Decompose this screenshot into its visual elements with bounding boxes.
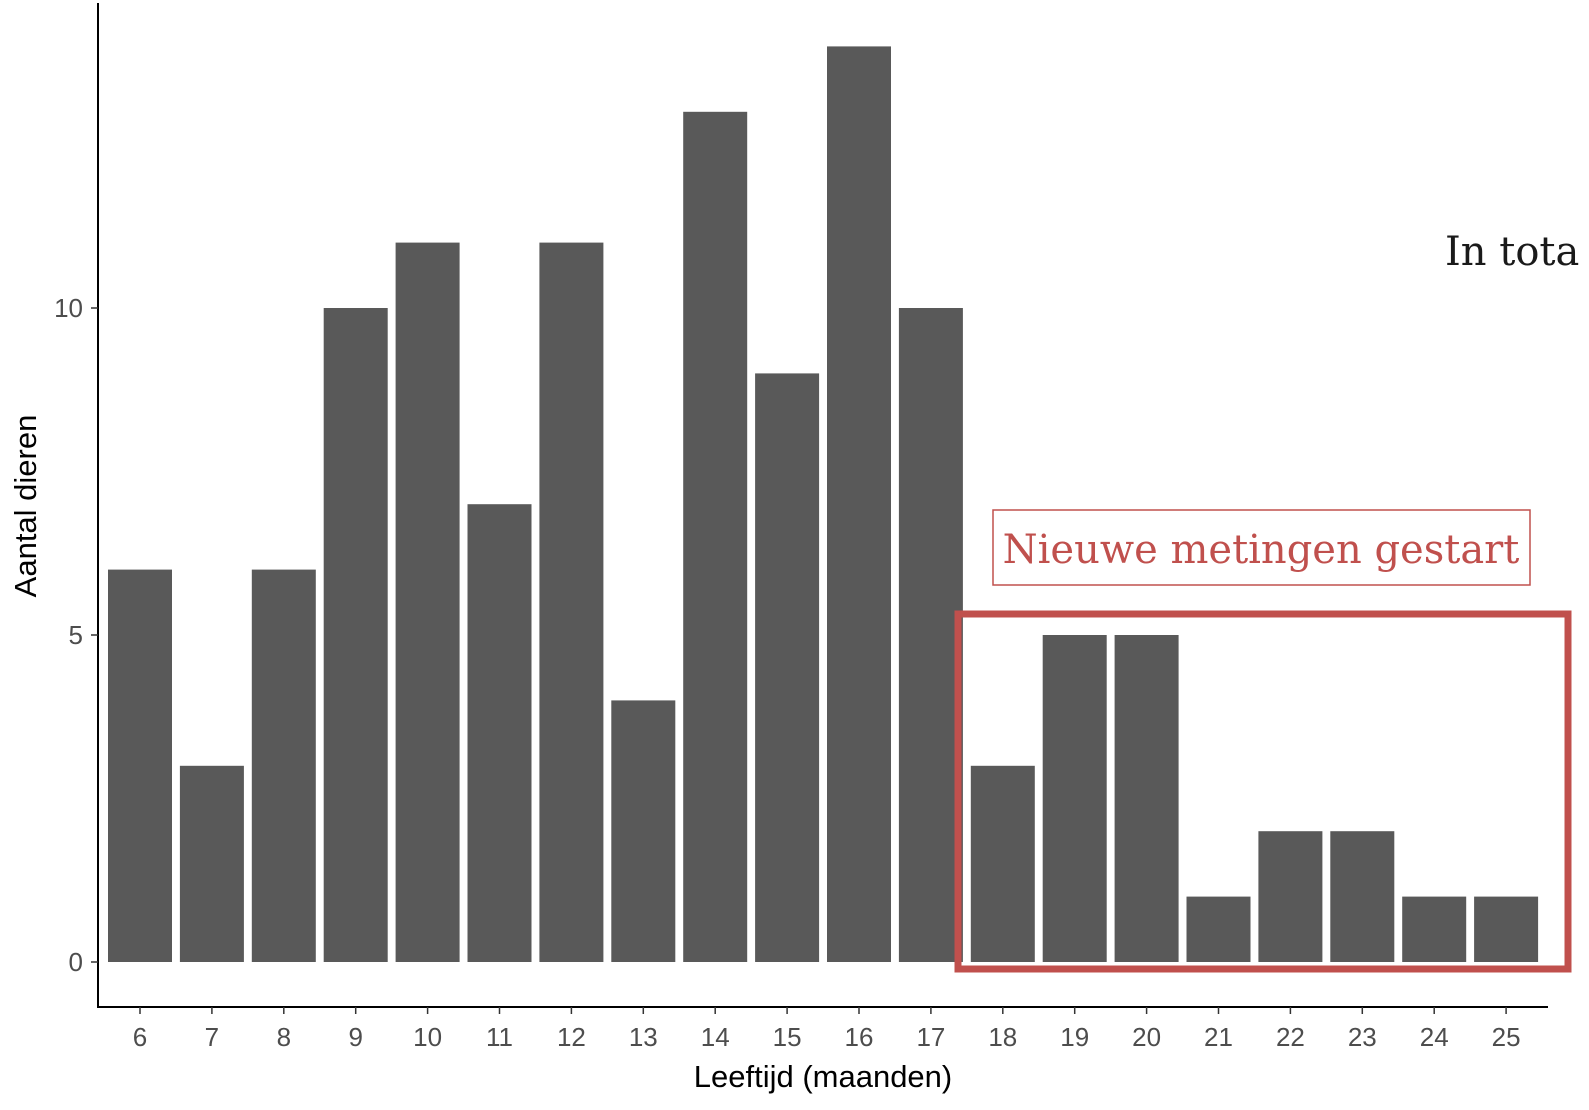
bar-7 [179,765,244,962]
bar-11 [467,504,532,962]
x-tick-label-24: 24 [1420,1022,1449,1052]
bar-16 [827,46,891,962]
y-ticks-group: 0 5 10 [54,293,98,977]
bar-13 [611,700,676,962]
x-ticks-group: 6 7 8 9 10 11 12 13 14 15 16 17 18 19 20 21 22 23 24 25 [133,1007,1521,1052]
x-tick-label-16: 16 [845,1022,874,1052]
bar-19 [1042,635,1107,962]
bar-21 [1186,896,1251,962]
bar-14 [683,111,748,963]
x-tick-label-13: 13 [629,1022,658,1052]
y-tick-label-10: 10 [54,293,83,323]
bar-17 [898,308,963,962]
x-tick-label-22: 22 [1276,1022,1305,1052]
x-tick-label-9: 9 [348,1022,362,1052]
x-tick-label-15: 15 [773,1022,802,1052]
x-tick-label-10: 10 [413,1022,442,1052]
x-tick-label-23: 23 [1348,1022,1377,1052]
y-tick-label-0: 0 [69,947,83,977]
x-tick-label-17: 17 [916,1022,945,1052]
x-tick-label-14: 14 [701,1022,730,1052]
bar-15 [755,373,820,962]
bar-6 [108,569,172,962]
bars-group [108,46,1539,963]
bar-12 [539,242,604,963]
x-tick-label-19: 19 [1060,1022,1089,1052]
x-tick-label-20: 20 [1132,1022,1161,1052]
x-tick-label-11: 11 [486,1022,513,1052]
x-tick-label-18: 18 [988,1022,1017,1052]
bar-8 [251,569,316,962]
x-tick-label-8: 8 [277,1022,291,1052]
x-tick-label-7: 7 [205,1022,219,1052]
bar-24 [1402,896,1467,962]
bar-25 [1474,896,1539,962]
x-tick-label-12: 12 [557,1022,586,1052]
x-tick-label-6: 6 [133,1022,147,1052]
x-tick-label-25: 25 [1492,1022,1521,1052]
bar-23 [1330,831,1395,962]
bar-10 [395,242,460,963]
x-tick-label-21: 21 [1204,1022,1233,1052]
bar-18 [970,765,1035,962]
y-tick-label-5: 5 [69,620,83,650]
callout-box [992,509,1531,586]
bar-9 [323,308,388,962]
bar-20 [1114,635,1179,962]
bar-22 [1258,831,1323,962]
callout-text: Nieuwe metingen gestart [1003,527,1520,573]
y-axis-title: Aantal dieren [8,415,43,598]
highlight-box [954,610,1572,973]
x-axis-title: Leeftijd (maanden) [694,1059,953,1094]
side-text: In tota [1445,229,1579,275]
